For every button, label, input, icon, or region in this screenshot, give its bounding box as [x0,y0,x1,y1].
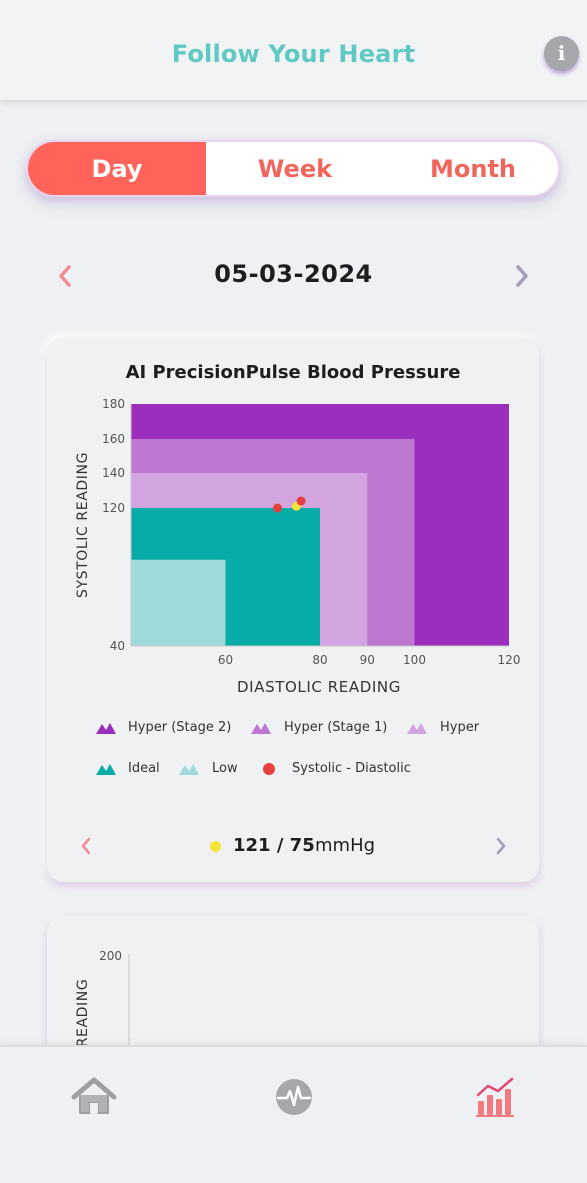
y-axis-label: READING [75,979,91,1048]
x-tick-label: 120 [498,653,521,667]
nav-stats-button[interactable] [472,1075,520,1119]
second-chart: 200 READING [75,949,130,1056]
y-tick-label: 140 [102,466,125,480]
previous-reading-button[interactable] [79,836,93,856]
ticks-layer: 60 80 90 100 120 180 160 140 120 40 [102,397,520,667]
legend-dot-icon [263,763,275,775]
x-tick-label: 90 [360,653,375,667]
chart-title: AI PrecisionPulse Blood Pressure [125,362,461,383]
legend-mountain-icon [251,723,271,734]
x-axis-label: DIASTOLIC READING [237,678,401,696]
info-button[interactable]: i [544,36,579,71]
x-tick-label: 80 [312,653,327,667]
legend-label: Hyper (Stage 2) [128,720,232,735]
tab-day[interactable]: Day [28,142,206,195]
legend-mountain-icon [179,764,199,775]
chevron-left-icon [81,837,91,855]
heart-rate-icon [276,1079,312,1115]
x-tick-label: 60 [218,653,233,667]
y-tick-label: 160 [102,432,125,446]
legend-label: Hyper (Stage 1) [284,720,388,735]
reading-indicator-dot [210,841,221,852]
previous-date-button[interactable] [54,262,78,290]
zone-low [131,559,226,646]
y-tick-label: 180 [102,397,125,411]
legend-mountain-icon [96,723,116,734]
y-axis-label: SYSTOLIC READING [75,452,91,598]
chevron-left-icon [59,265,71,287]
legend-label: Ideal [128,761,160,776]
app-title: Follow Your Heart [171,40,416,68]
blood-pressure-chart: 60 80 90 100 120 180 160 140 120 40 DIASTOLIC REA… [75,397,520,696]
legend-label: Low [212,761,238,776]
points-layer [272,496,306,513]
app-header: Follow Your Heart i [0,0,587,102]
legend-mountain-icon [407,723,427,734]
tab-week[interactable]: Week [257,155,333,183]
period-selector: Day Week Month [26,140,560,197]
y-tick-label: 200 [99,949,122,963]
next-date-button[interactable] [509,262,533,290]
blood-pressure-card: AI PrecisionPulse Blood Pressure 60 80 90 1… [47,338,539,882]
y-tick-label: 120 [102,501,125,515]
nav-home-button[interactable] [70,1075,118,1119]
next-reading-button[interactable] [494,836,508,856]
home-icon [71,1077,117,1114]
reading-point [272,503,282,513]
x-tick-label: 100 [403,653,426,667]
zones-layer [131,404,509,646]
reading-point [296,496,306,506]
legend-label: Hyper [440,720,480,735]
current-date: 05-03-2024 [214,260,373,288]
legend-mountain-icon [96,764,116,775]
reading-value: 121 / 75 [233,835,315,856]
reading-unit: mmHg [315,835,376,856]
nav-pulse-button[interactable] [270,1075,318,1119]
bottom-navigation [0,1045,587,1183]
legend-label: Systolic - Diastolic [292,761,411,776]
chevron-right-icon [516,265,528,287]
bar-chart-icon [476,1077,514,1117]
y-tick-label: 40 [110,639,125,653]
chevron-right-icon [496,837,506,855]
tab-month[interactable]: Month [429,155,516,183]
